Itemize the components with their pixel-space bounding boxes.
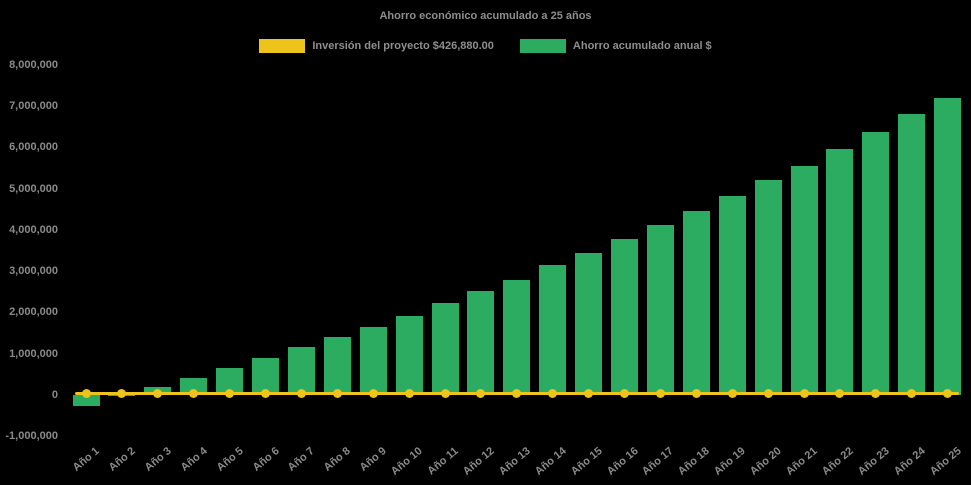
legend-item-inversion: Inversión del proyecto $426,880.00 [259,39,494,53]
y-tick-label: 0 [51,388,58,401]
investment-line-marker [296,388,306,398]
x-tick-label: Año 18 [676,445,713,478]
investment-line-marker [727,388,737,398]
x-tick-label: Año 7 [285,445,318,474]
investment-line-marker [153,388,163,398]
bar-ano-14 [539,265,567,395]
x-tick-label: Año 4 [178,445,210,474]
bar-ano-19 [718,195,746,395]
x-tick-label: Año 24 [891,445,928,478]
investment-line-marker [620,388,629,398]
investment-line-marker [871,388,881,398]
y-tick-label: -1,000,000 [5,430,58,442]
x-tick-label: Año 6 [250,445,282,474]
chart-title: Ahorro económico acumulado a 25 años [379,10,592,22]
investment-line-marker [512,388,522,398]
bar-ano-21 [790,165,818,395]
legend: Inversión del proyecto $426,880.00 Ahorr… [0,39,971,53]
bar-ano-23 [862,132,890,395]
bar-ano-4 [180,377,208,395]
legend-item-ahorro: Ahorro acumulado anual $ [519,39,712,53]
x-tick-label: Año 16 [604,445,641,478]
investment-line-marker [763,388,773,398]
investment-line-marker [835,388,845,398]
bar-ano-12 [467,290,495,395]
bar-ano-11 [431,303,459,395]
bar-ano-9 [359,326,387,395]
bar-ano-24 [898,114,926,395]
x-tick-label: Año 10 [388,445,425,478]
investment-line-marker [404,388,414,398]
bar-ano-15 [575,252,603,395]
bar-ano-10 [395,315,423,395]
bar-ano-22 [826,149,854,395]
x-tick-label: Año 20 [747,445,784,478]
x-tick-label: Año 13 [496,445,533,478]
x-tick-label: Año 5 [214,445,246,474]
y-tick-label: 2,000,000 [9,306,58,319]
x-tick-label: Año 22 [819,445,856,478]
investment-line-marker [225,388,235,398]
investment-line-marker [368,388,378,398]
y-tick-label: 1,000,000 [9,347,58,360]
bar-ano-8 [323,336,351,395]
x-tick-label: Año 1 [70,445,102,474]
legend-label-ahorro: Ahorro acumulado anual $ [572,40,712,52]
investment-line-marker [691,388,701,398]
bar-ano-6 [252,357,279,395]
y-tick-label: 6,000,000 [9,141,58,154]
bar-ano-17 [646,224,674,395]
investment-line-marker [440,388,450,398]
bar-ano-13 [503,279,531,395]
x-tick-label: Año 2 [106,445,138,474]
investment-line-marker [189,388,199,398]
bar-ano-18 [682,211,710,395]
investment-line-marker [943,388,953,398]
investment-line-marker [907,388,917,398]
x-tick-label: Año 21 [783,445,820,478]
x-tick-label: Año 11 [425,445,461,478]
legend-label-inversion: Inversión del proyecto $426,880.00 [312,40,494,52]
x-tick-label: Año 14 [532,445,569,478]
y-tick-label: 8,000,000 [9,59,58,71]
x-tick-label: Año 15 [568,445,605,478]
investment-line-marker [476,388,486,398]
x-tick-label: Año 3 [142,445,174,474]
y-tick-label: 7,000,000 [9,100,58,113]
bar-ano-1 [72,394,100,407]
legend-swatch-ahorro [519,39,566,53]
bar-ano-20 [754,179,782,395]
investment-line-marker [81,388,91,398]
y-tick-label: 4,000,000 [9,223,58,236]
investment-line-marker [655,388,665,398]
bar-ano-25 [934,97,962,395]
investment-line-marker [799,388,809,398]
x-tick-label: Año 9 [357,445,389,474]
bar-ano-16 [611,238,638,395]
y-tick-label: 3,000,000 [9,265,58,278]
x-tick-label: Año 23 [855,445,892,478]
bar-ano-7 [287,346,315,395]
x-tick-label: Año 17 [640,445,677,478]
legend-swatch-inversion [259,39,306,53]
investment-line-marker [261,388,270,398]
investment-line-marker [584,388,594,398]
investment-line-marker [117,388,127,398]
x-tick-label: Año 25 [927,445,964,478]
x-tick-label: Año 19 [712,445,748,478]
investment-line-marker [332,388,342,398]
x-tick-label: Año 12 [460,445,497,478]
x-tick-label: Año 8 [321,445,354,474]
investment-line-marker [548,388,558,398]
y-tick-label: 5,000,000 [9,182,58,195]
